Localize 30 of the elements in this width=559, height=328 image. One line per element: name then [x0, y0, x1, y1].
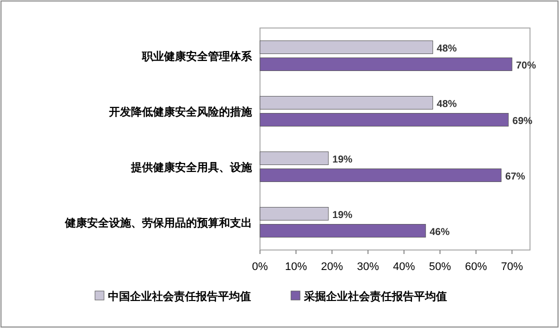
bar [260, 152, 329, 165]
y-tick-label: 开发降低健康安全风险的措施 [108, 105, 253, 118]
y-tick-label: 健康安全设施、劳保用品的预算和支出 [64, 216, 252, 230]
bar [260, 40, 434, 54]
bar [260, 96, 434, 110]
y-tick-label: 提供健康安全用具、设施 [130, 160, 253, 174]
bar [260, 113, 509, 126]
x-tick-label: 40% [392, 261, 416, 273]
legend-label: 采掘企业社会责任报告平均值 [303, 290, 447, 303]
data-label: 67% [505, 171, 526, 182]
bar [260, 168, 502, 182]
bar [260, 224, 426, 238]
data-label: 48% [436, 43, 457, 54]
x-tick-label: 50% [428, 261, 452, 273]
data-label: 69% [512, 116, 533, 127]
x-tick-label: 60% [464, 261, 488, 273]
x-tick-label: 10% [284, 261, 308, 273]
data-label: 46% [430, 226, 450, 238]
bar [260, 207, 329, 220]
x-tick-label: 70% [500, 261, 524, 273]
y-tick-label: 职业健康安全管理体系 [141, 50, 253, 63]
data-label: 19% [332, 210, 353, 221]
data-label: 48% [436, 98, 457, 110]
bar [260, 58, 512, 71]
x-tick-label: 30% [356, 261, 380, 273]
legend-label: 中国企业社会责任报告平均值 [108, 290, 251, 303]
x-tick-label: 0% [252, 261, 268, 273]
data-label: 19% [332, 154, 353, 166]
x-tick-label: 20% [320, 261, 344, 273]
data-label: 70% [516, 60, 536, 72]
